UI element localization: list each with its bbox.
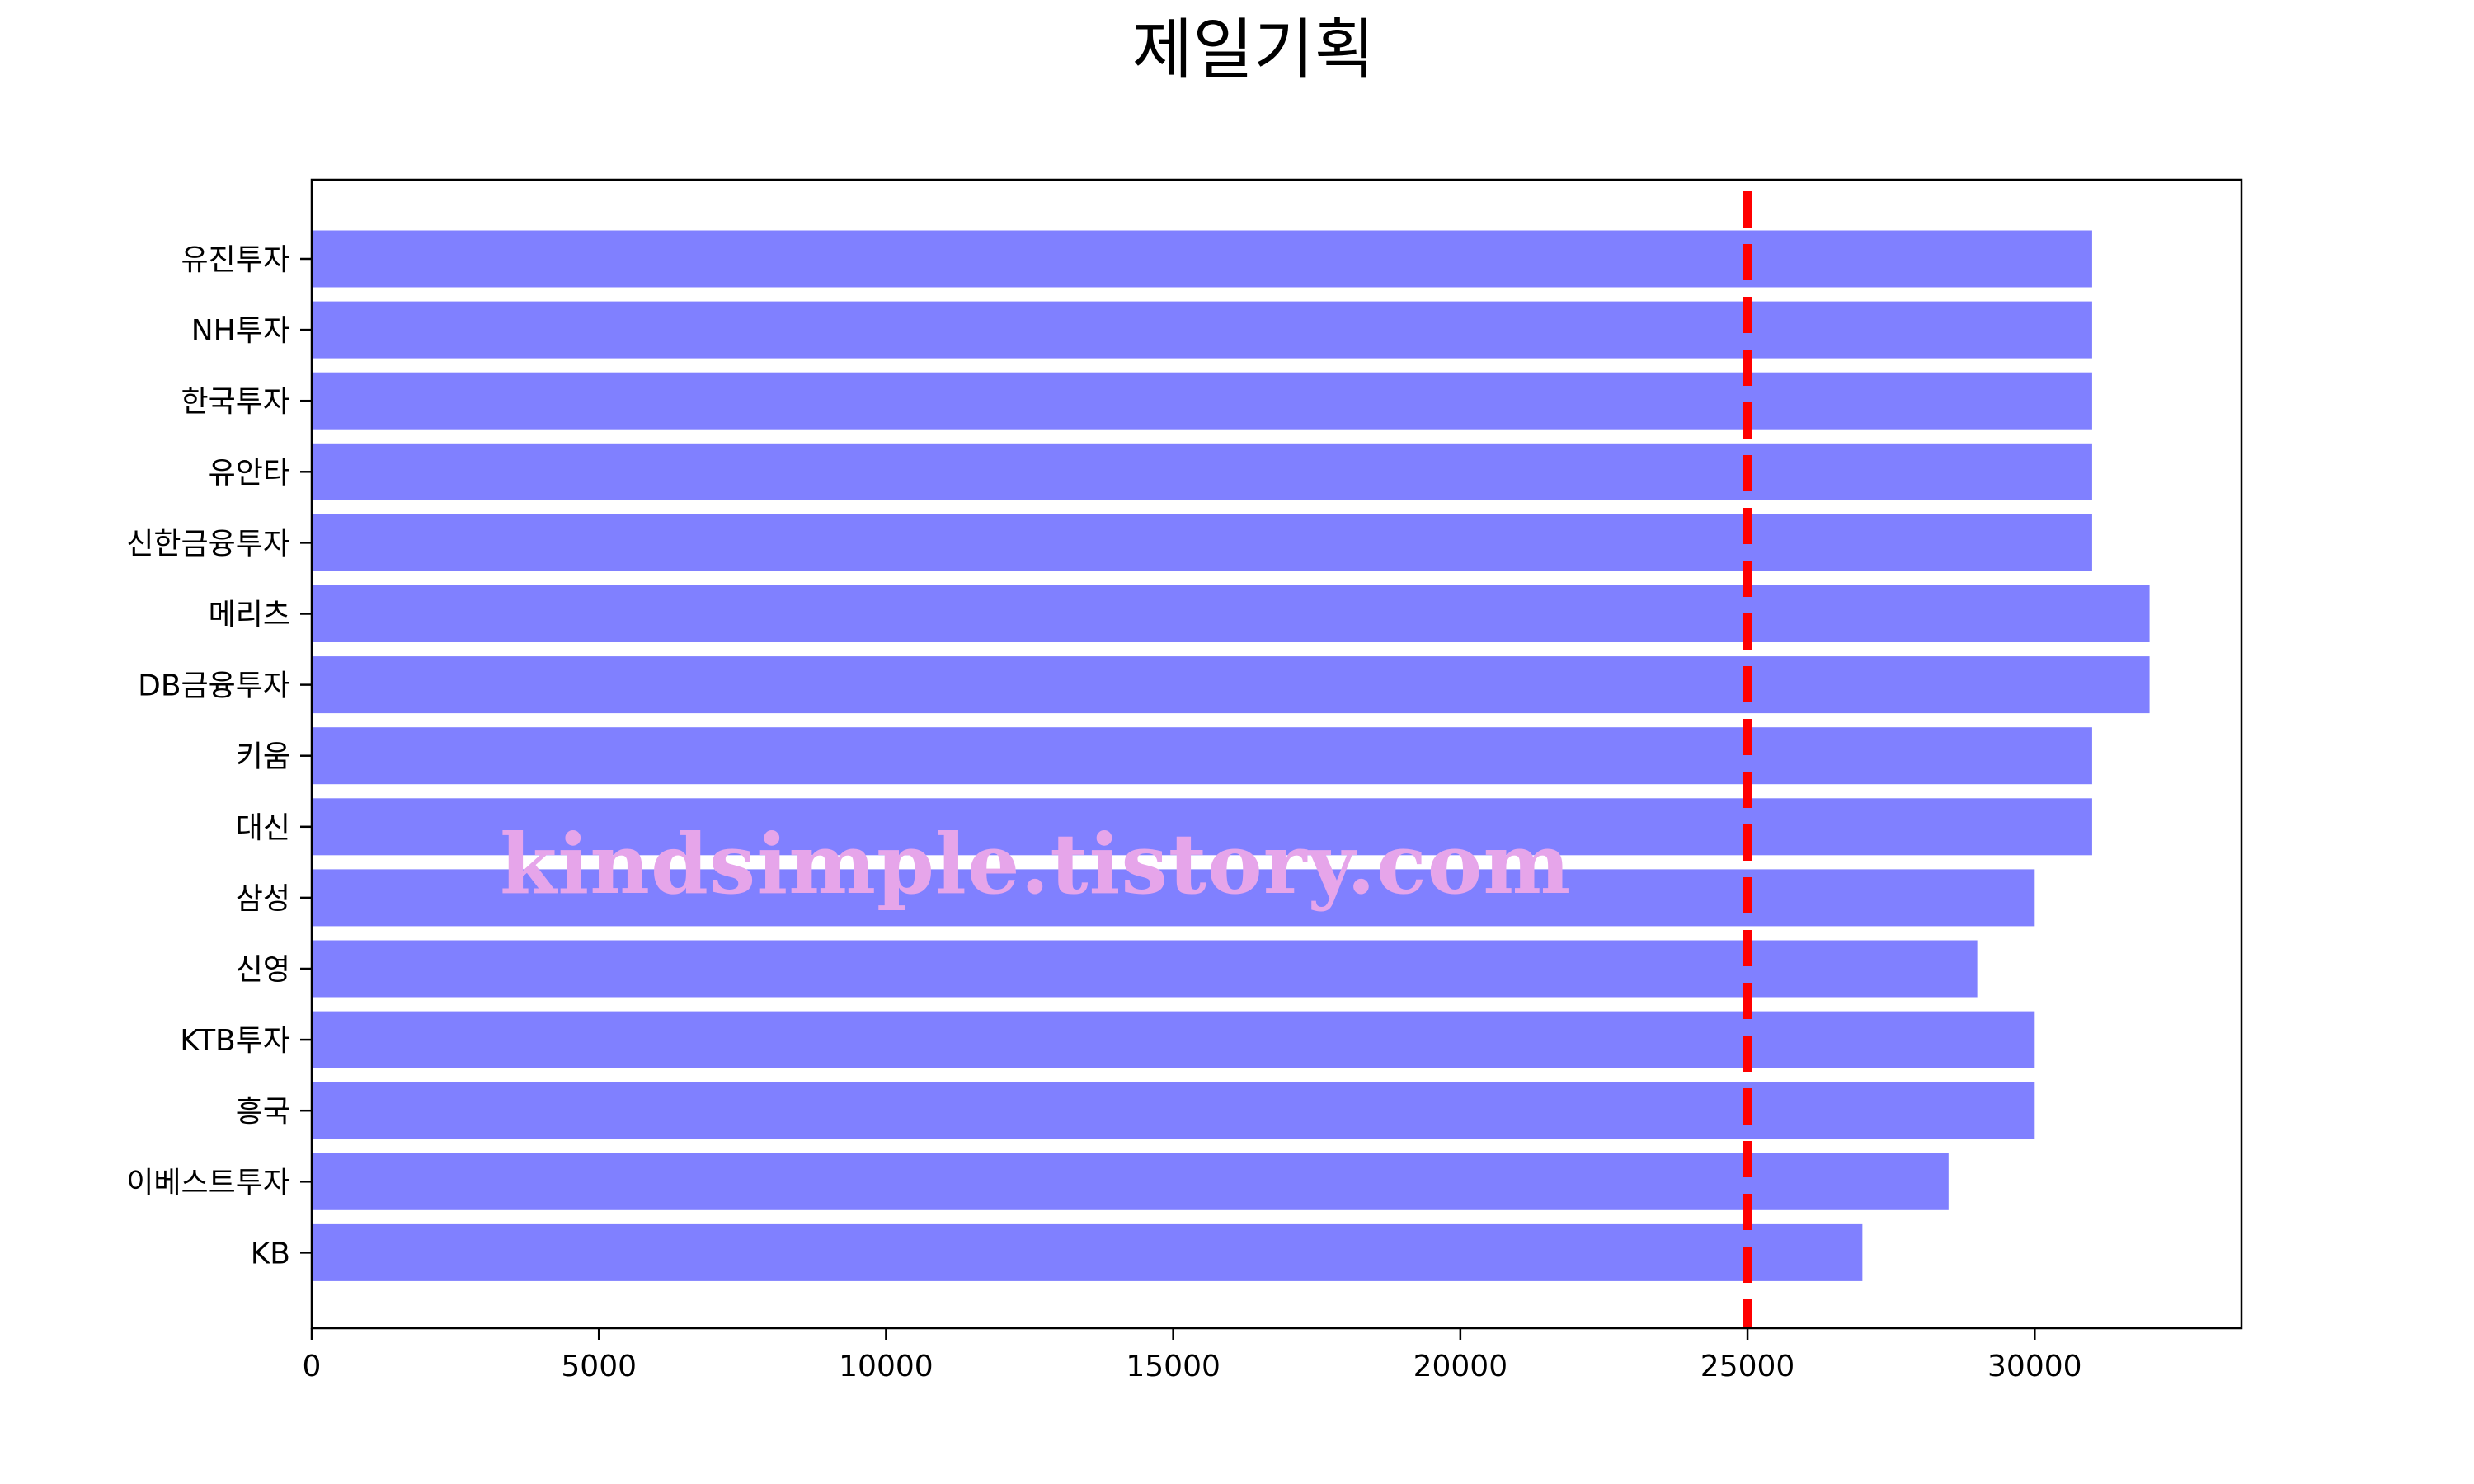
bar-3 xyxy=(312,372,2092,430)
bar-4 xyxy=(312,443,2092,500)
bar-13 xyxy=(312,1082,2035,1139)
bar-11 xyxy=(312,940,1978,998)
y-tick-label: 신영 xyxy=(236,953,290,987)
x-tick-label: 30000 xyxy=(1987,1350,2082,1383)
bar-9 xyxy=(312,798,2092,856)
bar-12 xyxy=(312,1011,2035,1068)
y-tick-label: 신한금융투자 xyxy=(126,527,290,561)
x-tick-label: 0 xyxy=(303,1350,322,1383)
y-tick-label: 키움 xyxy=(236,740,290,774)
y-tick-label: 이베스트투자 xyxy=(126,1166,290,1200)
y-tick-label: KB xyxy=(251,1237,290,1270)
watermark: kindsimple.tistory.com xyxy=(500,815,1571,913)
y-tick-label: NH투자 xyxy=(191,314,290,348)
plot-frame xyxy=(310,178,2243,1330)
y-tick-label: 대신 xyxy=(236,811,290,845)
y-tick-label: DB금융투자 xyxy=(138,669,290,703)
y-tick-label: 유진투자 xyxy=(181,243,290,277)
bar-2 xyxy=(312,301,2092,359)
y-tick-label: 유안타 xyxy=(209,456,290,490)
x-tick-label: 10000 xyxy=(839,1350,934,1383)
y-tick-label: 삼성 xyxy=(236,882,290,916)
x-tick-label: 15000 xyxy=(1126,1350,1221,1383)
bar-1 xyxy=(312,230,2092,288)
x-tick-label: 20000 xyxy=(1413,1350,1508,1383)
y-tick-label: 한국투자 xyxy=(181,385,290,419)
y-tick-label: 흥국 xyxy=(236,1095,290,1129)
x-tick-label: 5000 xyxy=(561,1350,637,1383)
bar-14 xyxy=(312,1153,1949,1210)
watermark-layer: kindsimple.tistory.com xyxy=(500,815,1571,913)
chart-title: 제일기획 xyxy=(1132,12,1375,88)
y-tick-label: 메리츠 xyxy=(209,599,290,632)
x-axis-ticks: 0 5000 10000 15000 20000 25000 30000 xyxy=(303,1328,2082,1383)
x-tick-label: 25000 xyxy=(1700,1350,1795,1383)
bar-7 xyxy=(312,656,2150,714)
y-tick-label: KTB투자 xyxy=(180,1024,290,1058)
bar-8 xyxy=(312,727,2092,785)
bar-5 xyxy=(312,514,2092,571)
bars-layer xyxy=(312,230,2150,1281)
bar-15 xyxy=(312,1223,1863,1281)
bar-6 xyxy=(312,585,2150,642)
